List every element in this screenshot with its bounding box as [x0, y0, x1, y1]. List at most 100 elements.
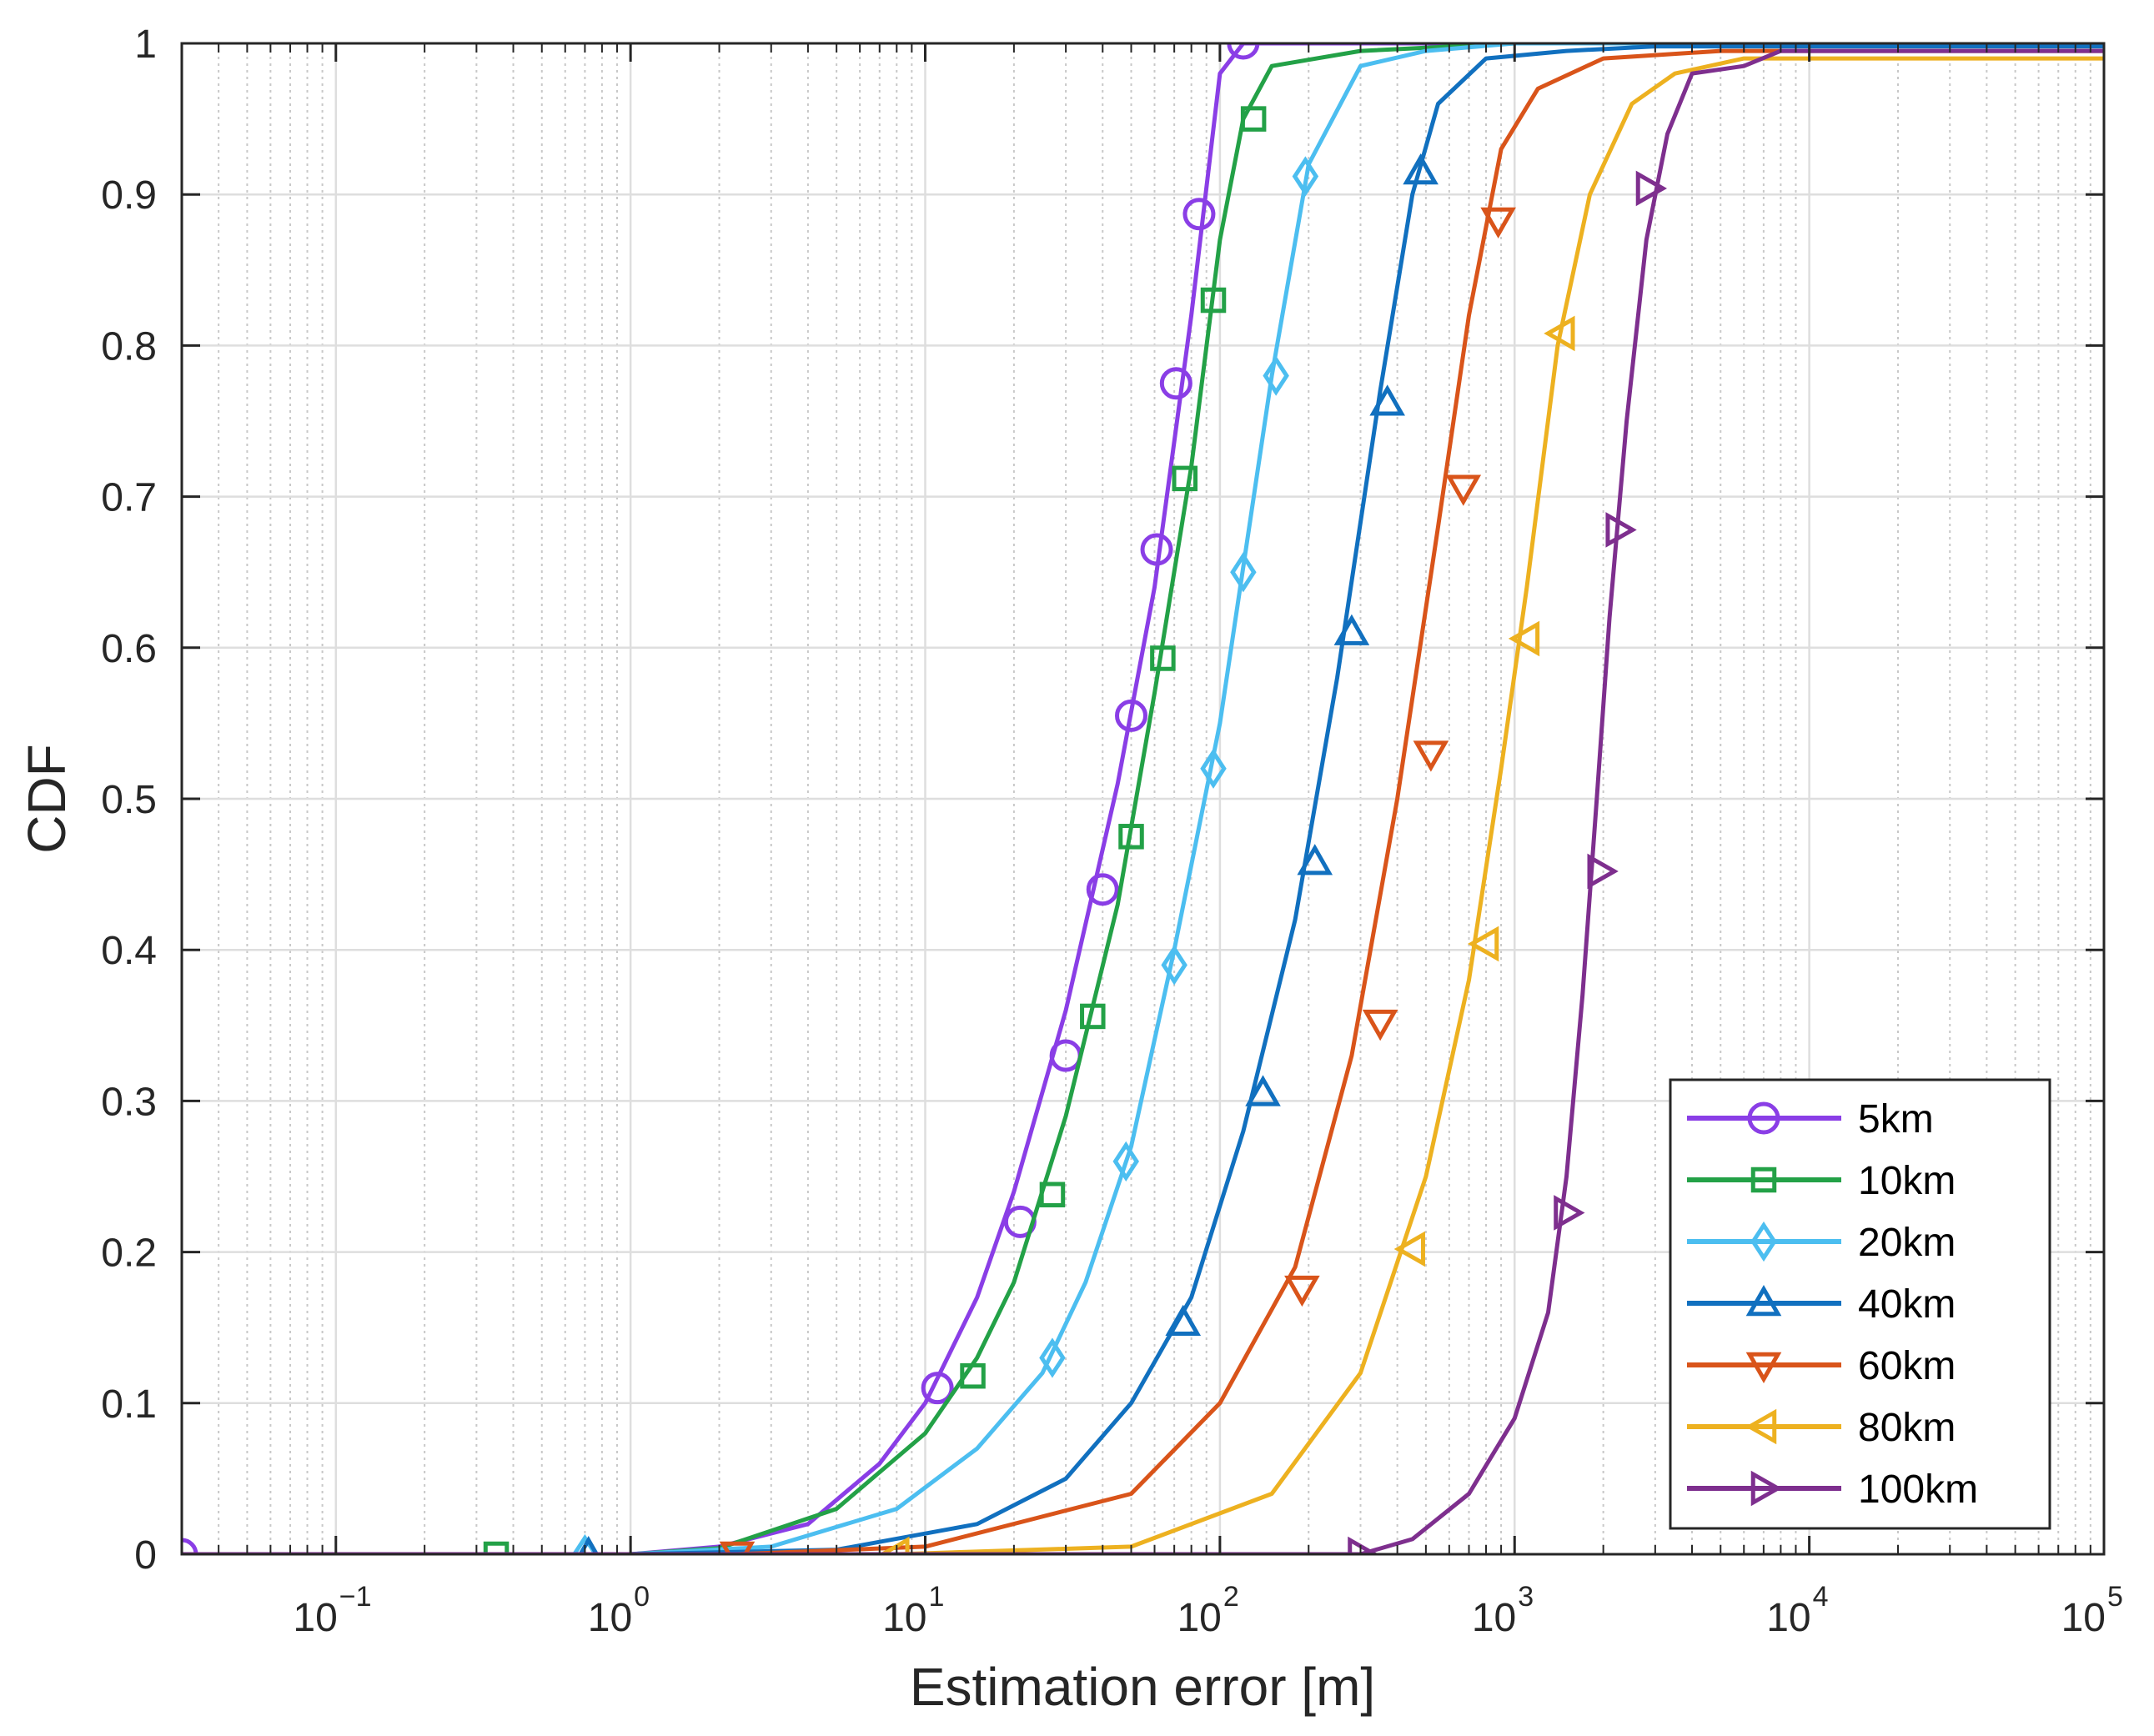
legend-label: 60km	[1858, 1344, 1956, 1388]
x-tick-base: 10	[882, 1596, 926, 1640]
data-point-marker	[1118, 824, 1144, 850]
data-point-marker	[1263, 355, 1289, 396]
x-tick-base: 10	[2061, 1596, 2106, 1640]
legend-entry: 20km	[1687, 1221, 1956, 1265]
legend-entry: 40km	[1687, 1282, 1956, 1327]
data-point-marker	[1554, 1195, 1585, 1231]
data-point-marker	[1362, 1009, 1398, 1041]
data-point-marker	[1292, 156, 1319, 197]
data-point-marker	[1508, 620, 1540, 657]
y-tick-label: 0.9	[101, 173, 157, 218]
legend-label: 80km	[1858, 1406, 1956, 1450]
data-point-marker	[1403, 153, 1439, 185]
data-point-marker	[1227, 43, 1260, 60]
legend: 5km 10km 20km 40km 60km 80km 100km	[1669, 1078, 2051, 1530]
x-tick-labels: 10 −1 10 0 10 1 10 2 10 3 10 4 10 5	[293, 1581, 2123, 1640]
y-tick-label: 0.8	[101, 324, 157, 369]
x-tick-label: 10 −1	[293, 1581, 371, 1640]
data-point-marker	[1605, 512, 1637, 548]
y-tick-label: 0	[134, 1533, 157, 1578]
x-tick-exponent: 3	[1518, 1581, 1534, 1613]
series-layer	[182, 43, 2104, 1554]
series-60km	[182, 48, 2104, 1554]
legend-label: 10km	[1858, 1159, 1956, 1203]
data-point-marker	[1750, 1221, 1777, 1262]
data-point-marker	[1140, 533, 1173, 566]
series-line-100km	[182, 48, 2104, 1554]
y-tick-label: 0.4	[101, 929, 157, 973]
axis-ticks	[182, 42, 2106, 1556]
data-point-marker	[1393, 1231, 1425, 1267]
y-tick-label: 1	[134, 23, 157, 67]
y-tick-label: 0.7	[101, 476, 157, 520]
x-tick-exponent: 4	[1813, 1581, 1829, 1613]
data-point-marker	[1467, 926, 1499, 962]
x-tick-label: 10 1	[882, 1581, 944, 1640]
y-tick-label: 0.2	[101, 1232, 157, 1276]
x-tick-label: 10 3	[1472, 1581, 1534, 1640]
y-tick-label: 0.1	[101, 1382, 157, 1427]
data-point-marker	[1115, 699, 1148, 732]
data-point-marker	[1445, 474, 1482, 506]
data-point-marker	[1413, 740, 1449, 772]
data-point-marker	[1745, 1408, 1777, 1445]
data-point-marker	[960, 1362, 986, 1389]
series-line-60km	[182, 48, 2104, 1554]
x-tick-base: 10	[1177, 1596, 1221, 1640]
legend-entry: 60km	[1687, 1344, 1956, 1388]
data-point-marker	[1172, 465, 1198, 492]
legend-label: 40km	[1858, 1282, 1956, 1327]
legend-entry: 10km	[1687, 1159, 1956, 1203]
data-point-marker	[1245, 1075, 1281, 1106]
data-point-marker	[1039, 1337, 1066, 1378]
data-point-marker	[1587, 853, 1619, 890]
data-point-marker	[1635, 170, 1668, 207]
x-tick-exponent: 0	[634, 1581, 650, 1613]
data-point-marker	[1480, 207, 1516, 239]
x-tick-base: 10	[293, 1596, 337, 1640]
series-100km	[182, 48, 2104, 1554]
legend-label: 5km	[1858, 1097, 1934, 1141]
data-point-marker	[1200, 748, 1227, 789]
legend-entry: 5km	[1687, 1097, 1934, 1141]
data-point-marker	[1747, 1101, 1780, 1135]
x-tick-label: 10 0	[588, 1581, 650, 1640]
y-tick-label: 0.5	[101, 778, 157, 822]
x-tick-exponent: 5	[2107, 1581, 2123, 1613]
data-point-marker	[1200, 287, 1227, 314]
data-point-marker	[1745, 1284, 1782, 1317]
data-point-marker	[1159, 367, 1192, 400]
data-point-marker	[1348, 1536, 1379, 1554]
x-tick-base: 10	[588, 1596, 632, 1640]
x-tick-label: 10 2	[1177, 1581, 1238, 1640]
data-point-marker	[1750, 1167, 1777, 1193]
x-tick-exponent: 2	[1223, 1581, 1239, 1613]
legend-entry: 80km	[1687, 1406, 1956, 1450]
data-point-marker	[1544, 315, 1575, 352]
data-point-marker	[1161, 945, 1187, 986]
x-axis-title: Estimation error [m]	[910, 1657, 1375, 1717]
data-point-marker	[921, 1372, 954, 1405]
data-point-marker	[1369, 384, 1405, 416]
x-tick-exponent: −1	[339, 1581, 372, 1613]
data-point-marker	[719, 1541, 756, 1554]
data-point-marker	[1284, 1275, 1320, 1307]
data-point-marker	[1150, 645, 1176, 671]
x-tick-label: 10 5	[2061, 1581, 2123, 1640]
x-tick-label: 10 4	[1766, 1581, 1828, 1640]
x-tick-exponent: 1	[929, 1581, 945, 1613]
data-point-marker	[878, 1536, 910, 1554]
y-axis-title: CDF	[17, 744, 77, 854]
data-point-marker	[1039, 1182, 1066, 1207]
data-point-marker	[1086, 873, 1119, 906]
data-point-marker	[1165, 1304, 1202, 1337]
legend-label: 100km	[1858, 1468, 1978, 1512]
data-point-marker	[1182, 198, 1216, 231]
x-tick-base: 10	[1766, 1596, 1810, 1640]
data-point-marker	[1080, 1003, 1106, 1030]
data-point-marker	[1333, 614, 1370, 645]
data-point-marker	[483, 1541, 510, 1554]
legend-entry: 100km	[1687, 1468, 1978, 1512]
y-tick-label: 0.3	[101, 1080, 157, 1124]
